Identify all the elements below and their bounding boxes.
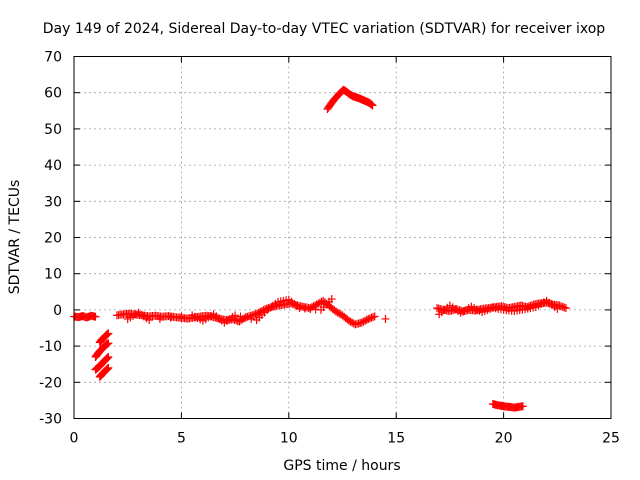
y-tick-label: -10: [39, 339, 62, 355]
data-point: [370, 312, 379, 321]
y-tick-label: 30: [44, 194, 62, 210]
y-tick-label: 50: [44, 122, 62, 138]
y-tick-label: 60: [44, 86, 62, 102]
data-point: [177, 312, 186, 321]
chart-title: Day 149 of 2024, Sidereal Day-to-day VTE…: [43, 21, 606, 37]
data-point: [236, 312, 245, 321]
data-point: [381, 314, 390, 323]
data-point: [104, 329, 113, 338]
tick-layer: -30 -20 -10 0 10 20 30 40 50 60 70 0 5 10 15 20 25: [39, 50, 620, 447]
y-tick-label: 40: [44, 158, 62, 174]
x-tick-label: 0: [70, 431, 79, 447]
data-point: [155, 314, 164, 323]
data-point: [145, 316, 154, 325]
y-tick-label: -20: [39, 375, 62, 391]
plot-frame: [73, 56, 612, 419]
data-point: [241, 313, 250, 322]
data-point: [367, 100, 376, 109]
data-point: [368, 101, 377, 110]
data-point: [560, 303, 569, 312]
x-tick-label: 25: [602, 431, 620, 447]
data-point: [104, 363, 113, 372]
data-point: [91, 312, 100, 321]
x-tick-label: 20: [495, 431, 513, 447]
x-tick-label: 15: [387, 431, 405, 447]
data-point: [231, 311, 240, 320]
data-point: [327, 295, 336, 304]
grid-layer: [74, 56, 611, 419]
data-point: [553, 304, 562, 313]
y-tick-label: 70: [44, 50, 62, 66]
y-tick-label: -30: [39, 412, 62, 428]
data-point: [369, 313, 378, 322]
x-tick-label: 10: [280, 431, 298, 447]
x-axis-title: GPS time / hours: [283, 458, 400, 474]
data-point: [104, 339, 113, 348]
data-point: [104, 352, 113, 361]
y-tick-label: 10: [44, 267, 62, 283]
data-point: [366, 100, 375, 109]
y-axis-title: SDTVAR / TECUs: [7, 180, 23, 295]
x-tick-label: 5: [177, 431, 186, 447]
data-point: [166, 313, 175, 322]
y-tick-label: 0: [53, 303, 62, 319]
data-points: [70, 85, 570, 412]
y-tick-label: 20: [44, 231, 62, 247]
data-point: [247, 314, 256, 323]
data-point: [561, 304, 570, 313]
data-point: [518, 402, 527, 411]
